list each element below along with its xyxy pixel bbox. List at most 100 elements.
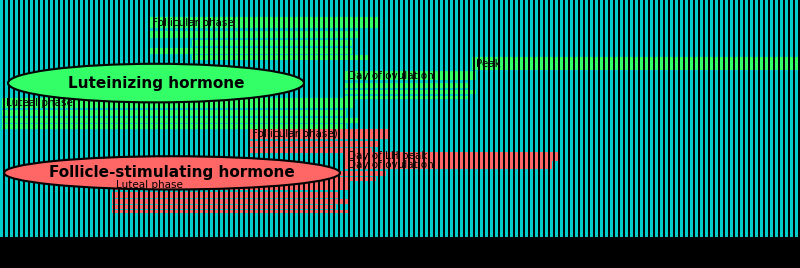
Bar — [273, 48, 275, 54]
Bar — [313, 110, 315, 116]
Bar — [483, 161, 485, 169]
Bar — [298, 118, 300, 123]
Bar — [388, 90, 390, 94]
Bar — [298, 192, 300, 198]
Bar — [218, 199, 220, 204]
Bar — [243, 40, 245, 46]
Bar — [63, 110, 65, 116]
Bar — [198, 48, 200, 54]
Bar — [88, 98, 90, 108]
Bar — [273, 205, 275, 209]
Bar — [625, 0, 628, 268]
Bar — [468, 71, 470, 80]
Bar — [493, 161, 495, 169]
Bar — [293, 110, 295, 116]
Bar — [358, 17, 360, 28]
Bar — [725, 0, 728, 268]
Bar — [78, 124, 80, 129]
Bar — [248, 148, 250, 153]
Bar — [258, 129, 260, 139]
Bar — [348, 171, 350, 176]
Bar — [68, 118, 70, 123]
Bar — [293, 48, 295, 54]
Bar — [163, 205, 165, 209]
Bar — [398, 96, 400, 99]
Bar — [313, 118, 315, 123]
Bar — [645, 0, 648, 268]
Bar — [483, 57, 485, 70]
Bar — [263, 148, 265, 153]
Bar — [353, 129, 355, 139]
Bar — [203, 210, 205, 213]
Bar — [423, 71, 425, 80]
Bar — [550, 0, 553, 268]
Bar — [38, 124, 40, 129]
Bar — [303, 177, 305, 181]
Bar — [338, 98, 340, 108]
Bar — [198, 205, 200, 209]
Bar — [783, 57, 785, 70]
Bar — [248, 199, 250, 204]
Bar — [658, 57, 660, 70]
Bar — [303, 180, 305, 190]
Bar — [303, 129, 305, 139]
Bar — [168, 205, 170, 209]
Bar — [358, 71, 360, 80]
Bar — [268, 192, 270, 198]
Bar — [233, 55, 235, 60]
Bar — [223, 40, 225, 46]
Ellipse shape — [4, 156, 340, 189]
Bar — [688, 57, 690, 70]
Bar — [398, 90, 400, 94]
Bar — [293, 118, 295, 123]
Bar — [108, 124, 110, 129]
Bar — [333, 192, 335, 198]
Bar — [580, 0, 583, 268]
Bar — [508, 57, 510, 70]
Bar — [298, 48, 300, 54]
Bar — [263, 124, 265, 129]
Ellipse shape — [8, 64, 304, 102]
Bar — [128, 98, 130, 108]
Bar — [288, 180, 290, 190]
Bar — [123, 124, 125, 129]
Bar — [138, 98, 140, 108]
Bar — [43, 98, 45, 108]
Bar — [288, 129, 290, 139]
Bar — [248, 180, 250, 190]
Bar — [218, 17, 220, 28]
Bar — [603, 57, 605, 70]
Bar — [403, 71, 405, 80]
Bar — [518, 152, 520, 161]
Bar — [188, 205, 190, 209]
Bar — [298, 141, 300, 147]
Bar — [358, 141, 360, 147]
Bar — [183, 31, 185, 38]
Bar — [228, 180, 230, 190]
Bar — [348, 40, 350, 46]
Bar — [343, 199, 345, 204]
Bar — [258, 210, 260, 213]
Bar — [208, 124, 210, 129]
Bar — [344, 90, 345, 94]
Bar — [403, 161, 405, 169]
Bar — [318, 55, 320, 60]
Bar — [195, 0, 198, 268]
Bar — [28, 124, 30, 129]
Bar — [403, 83, 405, 88]
Bar — [138, 110, 140, 116]
Bar — [203, 48, 205, 54]
Bar — [188, 110, 190, 116]
Bar — [213, 192, 215, 198]
Bar — [313, 31, 315, 38]
Bar — [168, 110, 170, 116]
Bar — [333, 17, 335, 28]
Bar — [153, 205, 155, 209]
Bar — [128, 110, 130, 116]
Bar — [85, 0, 88, 268]
Bar — [235, 0, 238, 268]
Bar — [183, 180, 185, 190]
Bar — [173, 48, 175, 54]
Bar — [158, 31, 160, 38]
Text: Day of LH peak: Day of LH peak — [348, 151, 427, 161]
